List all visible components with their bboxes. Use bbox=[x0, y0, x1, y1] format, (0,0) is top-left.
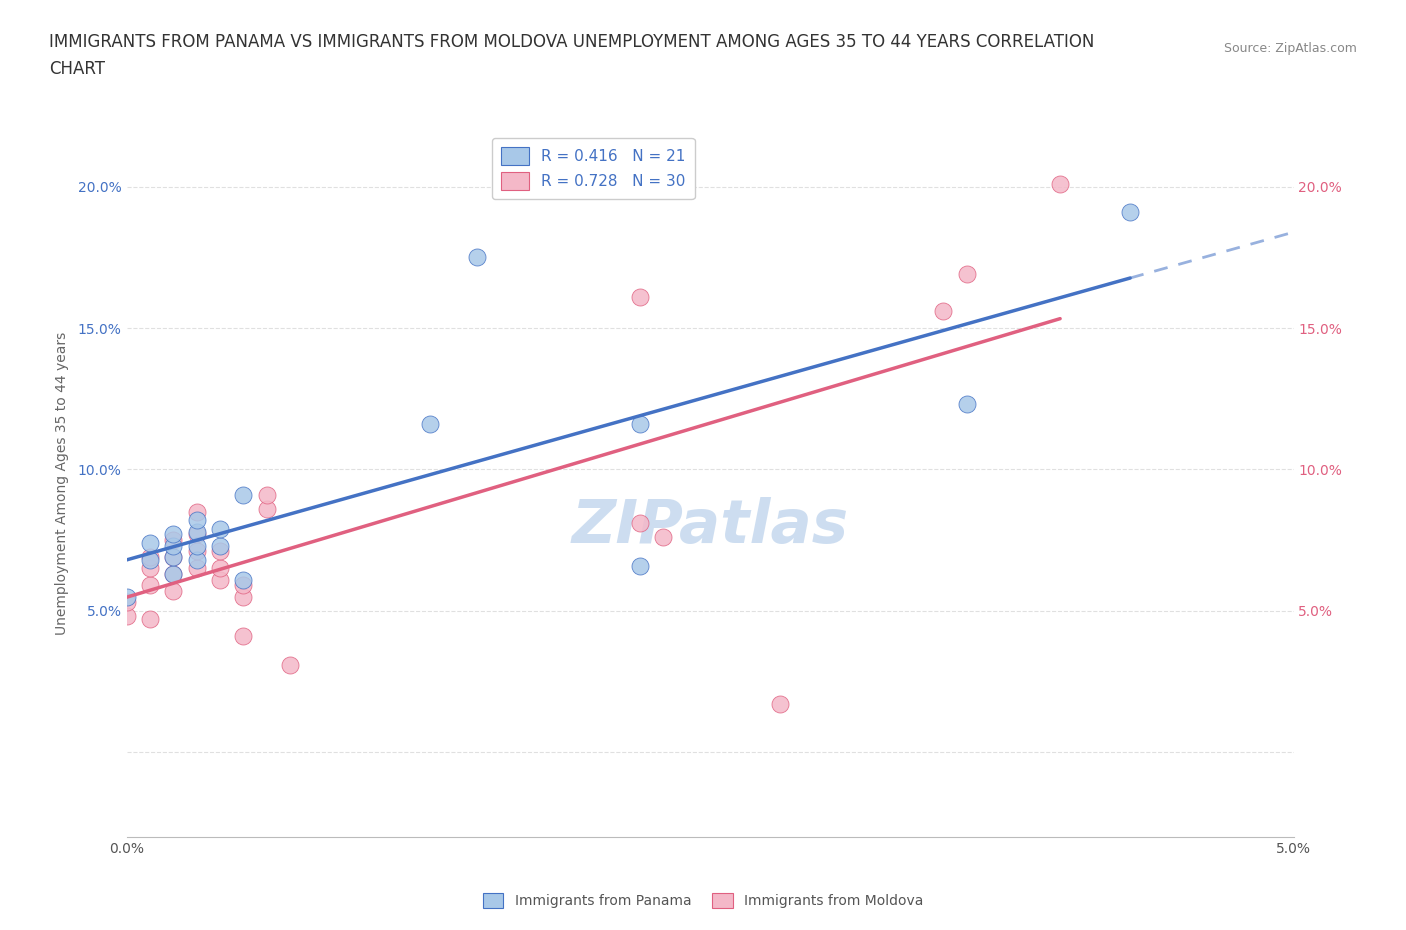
Point bbox=[1049, 177, 1071, 192]
Point bbox=[139, 612, 162, 627]
Point bbox=[162, 550, 184, 565]
Point bbox=[208, 561, 231, 576]
Point bbox=[419, 417, 441, 432]
Point bbox=[162, 550, 184, 565]
Legend: Immigrants from Panama, Immigrants from Moldova: Immigrants from Panama, Immigrants from … bbox=[477, 888, 929, 914]
Point bbox=[769, 697, 792, 711]
Text: Source: ZipAtlas.com: Source: ZipAtlas.com bbox=[1223, 42, 1357, 55]
Point bbox=[115, 590, 138, 604]
Point bbox=[208, 522, 231, 537]
Point bbox=[652, 530, 675, 545]
Point bbox=[162, 533, 184, 548]
Point bbox=[162, 584, 184, 599]
Point bbox=[208, 538, 231, 553]
Point bbox=[278, 658, 301, 672]
Point bbox=[162, 566, 184, 581]
Point bbox=[162, 538, 184, 553]
Point bbox=[186, 513, 208, 528]
Point bbox=[186, 561, 208, 576]
Point bbox=[162, 527, 184, 542]
Point bbox=[932, 304, 955, 319]
Point bbox=[186, 552, 208, 567]
Point bbox=[256, 487, 278, 502]
Point bbox=[186, 544, 208, 559]
Point bbox=[139, 552, 162, 567]
Point bbox=[186, 525, 208, 539]
Point bbox=[115, 609, 138, 624]
Point bbox=[208, 544, 231, 559]
Y-axis label: Unemployment Among Ages 35 to 44 years: Unemployment Among Ages 35 to 44 years bbox=[55, 332, 69, 635]
Point bbox=[1119, 205, 1142, 219]
Point bbox=[139, 536, 162, 551]
Point bbox=[956, 267, 979, 282]
Point bbox=[628, 289, 651, 304]
Point bbox=[232, 590, 254, 604]
Point bbox=[232, 629, 254, 644]
Point bbox=[628, 558, 651, 573]
Point bbox=[232, 487, 254, 502]
Point bbox=[162, 566, 184, 581]
Text: IMMIGRANTS FROM PANAMA VS IMMIGRANTS FROM MOLDOVA UNEMPLOYMENT AMONG AGES 35 TO : IMMIGRANTS FROM PANAMA VS IMMIGRANTS FRO… bbox=[49, 33, 1095, 50]
Point bbox=[232, 578, 254, 592]
Text: ZIPatlas: ZIPatlas bbox=[571, 497, 849, 555]
Point bbox=[139, 561, 162, 576]
Point bbox=[186, 538, 208, 553]
Point bbox=[465, 250, 488, 265]
Point bbox=[139, 550, 162, 565]
Point bbox=[256, 501, 278, 516]
Point bbox=[208, 572, 231, 587]
Point bbox=[115, 595, 138, 610]
Point bbox=[956, 397, 979, 412]
Point bbox=[628, 417, 651, 432]
Point bbox=[232, 572, 254, 587]
Text: CHART: CHART bbox=[49, 60, 105, 78]
Point bbox=[628, 516, 651, 531]
Point bbox=[186, 504, 208, 519]
Legend: R = 0.416   N = 21, R = 0.728   N = 30: R = 0.416 N = 21, R = 0.728 N = 30 bbox=[492, 138, 695, 199]
Point bbox=[139, 578, 162, 592]
Point bbox=[186, 527, 208, 542]
